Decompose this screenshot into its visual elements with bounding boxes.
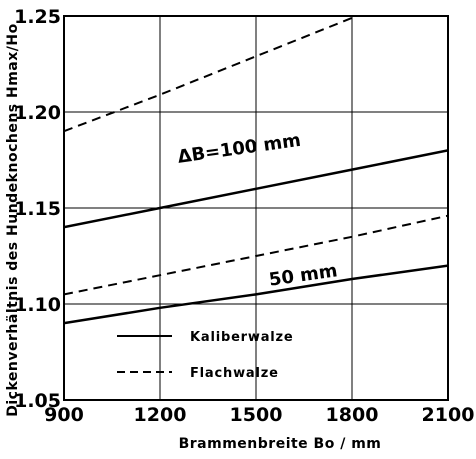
legend-label-dashed: Flachwalze [190,366,279,381]
solid-series-line-1 [64,149,448,229]
y-tick-label: 1.05 [14,390,61,412]
x-tick-label: 2100 [422,404,475,426]
annotation-label: ΔB=100 mm [176,130,302,168]
y-tick-label: 1.10 [14,294,61,316]
x-tick-label: 1500 [230,404,283,426]
legend-label-solid: Kaliberwalze [190,330,294,345]
y-tick-label: 1.15 [14,198,61,220]
plot-frame [63,15,449,401]
y-tick-label: 1.20 [14,102,61,124]
y-axis-label: Dickenverhältnis des Hundeknochens Hmax/… [5,23,21,416]
solid-series-line-3 [64,264,448,325]
x-tick-label: 1200 [134,404,187,426]
y-tick-label: 1.25 [14,6,61,28]
dashed-series-line-2 [64,214,448,296]
tick-labels: 900 1200 1500 1800 2100 1.05 1.10 1.15 1.20 1.25 [14,6,474,426]
series-lines [64,16,448,325]
x-tick-label: 900 [44,404,84,426]
x-tick-label: 1800 [326,404,379,426]
dashed-series-line-0 [64,16,360,133]
x-axis-label: Brammenbreite Bo / mm [179,436,382,452]
legend: Kaliberwalze Flachwalze [117,330,294,381]
